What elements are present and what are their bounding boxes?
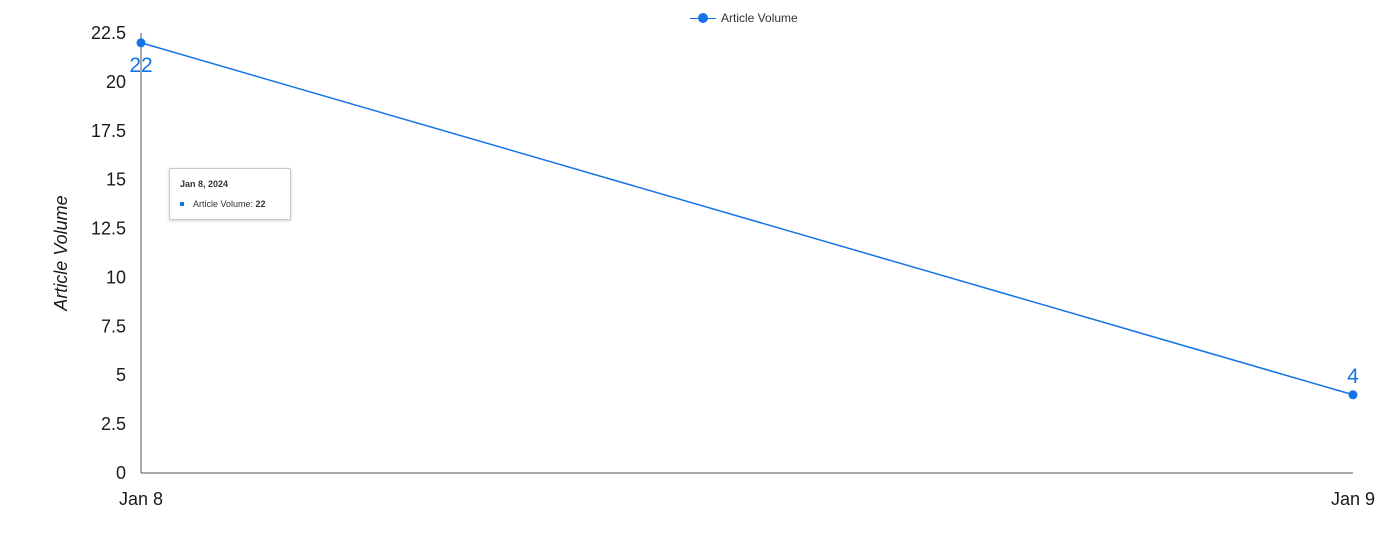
y-tick-label: 12.5 [91,219,126,239]
data-label: 22 [129,54,152,77]
y-tick-label: 17.5 [91,121,126,141]
y-tick-label: 15 [106,170,126,190]
data-point [1348,390,1358,400]
y-axis-ticks: 0 2.5 5 7.5 10 12.5 15 17.5 20 22.5 [91,23,126,483]
y-axis-title: Article Volume [51,195,71,311]
series-layer: 22 4 [129,38,1359,400]
y-tick-label: 5 [116,365,126,385]
y-tick-label: 0 [116,463,126,483]
tooltip-title: Jan 8, 2024 [180,179,229,189]
y-tick-label: 2.5 [101,414,126,434]
data-point [136,38,146,48]
legend-marker-icon [690,12,716,24]
legend-label: Article Volume [721,11,798,25]
y-tick-label: 22.5 [91,23,126,43]
tooltip-label: Article Volume: [193,199,254,209]
y-tick-label: 20 [106,72,126,92]
tooltip-value: 22 [255,199,266,209]
x-axis-ticks: Jan 8 Jan 9 [119,489,1375,509]
x-tick-label: Jan 8 [119,489,163,509]
x-tick-label: Jan 9 [1331,489,1375,509]
legend-dot [698,13,708,23]
chart-tooltip: Jan 8, 2024 Article Volume: 22 [169,168,291,220]
y-tick-label: 10 [106,267,126,287]
y-tick-label: 7.5 [101,316,126,336]
data-label: 4 [1347,365,1359,388]
tooltip-row: Article Volume: 22 [180,199,266,209]
series-line [140,42,1354,396]
tooltip-swatch-icon [180,202,184,206]
chart-legend[interactable]: Article Volume [690,9,798,27]
